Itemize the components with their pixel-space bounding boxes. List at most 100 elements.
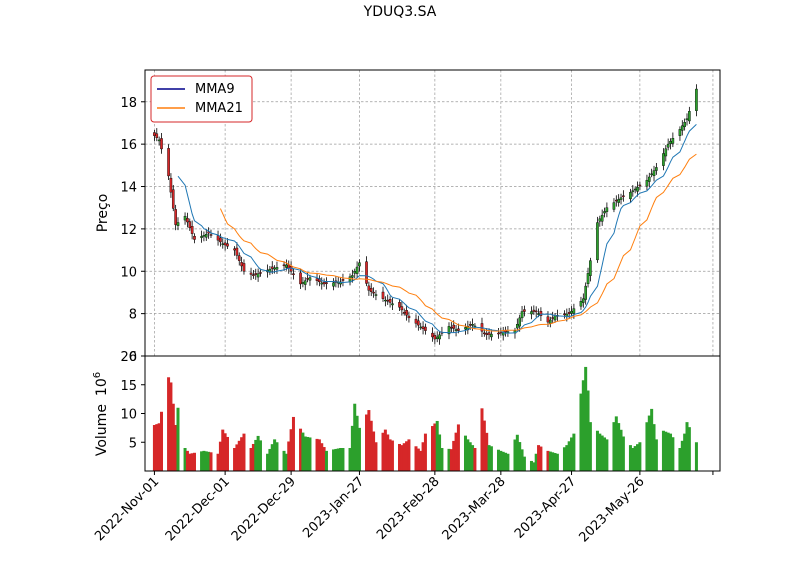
candle-body (662, 153, 665, 166)
volume-bar (266, 453, 270, 471)
volume-bar (273, 439, 277, 471)
candle-body (497, 332, 500, 335)
candle-body (438, 334, 441, 340)
candle-body (570, 310, 573, 314)
candle-body (457, 328, 460, 331)
date-tick-label: 2023-Feb-28 (374, 474, 443, 543)
volume-bar (537, 445, 541, 471)
volume-bar (647, 415, 651, 471)
volume-scale-exponent: 6 (92, 372, 103, 378)
candle-body (622, 195, 625, 197)
candle-body (516, 324, 519, 329)
volume-bar (680, 440, 684, 471)
volume-bar (522, 456, 526, 471)
volume-bar (482, 420, 486, 471)
price-tick-label: 18 (120, 96, 137, 111)
candle-body (320, 282, 324, 285)
date-tick-label: 2022-Dec-01 (163, 474, 233, 544)
candle-body (386, 299, 390, 302)
volume-bar (398, 443, 402, 471)
volume-bar (529, 460, 533, 471)
volume-bar (200, 451, 204, 471)
candle-body (579, 301, 583, 307)
legend: MMA9 MMA21 (150, 75, 253, 123)
candle-body (678, 129, 682, 136)
candle-body (600, 214, 604, 222)
candle-body (155, 133, 159, 138)
volume-bar (289, 429, 293, 471)
candle-body (183, 215, 187, 221)
volume-bar (678, 448, 682, 471)
candle-body (447, 326, 451, 335)
candle-body (167, 148, 170, 177)
candle-body (219, 237, 222, 243)
candle-body (553, 315, 557, 321)
candle-body (532, 309, 536, 312)
volume-bar (652, 424, 656, 471)
mma9-line (177, 124, 697, 334)
volume-bar (440, 448, 444, 471)
volume-bar (334, 448, 338, 471)
volume-bar (671, 437, 675, 471)
volume-bar (669, 433, 673, 471)
volume-bar (374, 442, 378, 471)
volume-bar (251, 443, 255, 471)
volume-bar (322, 447, 326, 471)
volume-bar (685, 422, 689, 471)
volume-bar (612, 422, 616, 471)
volume-bar (661, 430, 665, 471)
volume-bar (489, 446, 493, 471)
candle-body (464, 327, 467, 330)
candle-body (487, 332, 491, 335)
candle-body (235, 247, 239, 256)
candle-body (530, 311, 533, 315)
volume-bar (348, 448, 352, 471)
volume-bar (565, 445, 569, 471)
candle-body (629, 191, 632, 200)
candle-body (633, 188, 637, 191)
candle-body (598, 218, 602, 222)
volume-bar (605, 439, 609, 471)
candle-body (650, 173, 653, 176)
volume-bar (603, 437, 607, 471)
volume-bar (628, 445, 632, 471)
volume-bar (218, 441, 222, 471)
volume-bar (324, 450, 328, 471)
candle-body (539, 311, 543, 316)
volume-bar (532, 462, 536, 471)
candle-body (414, 318, 418, 324)
volume-bar (421, 442, 425, 471)
candle-body (372, 291, 375, 294)
candle-body (292, 273, 295, 275)
volume-bar (183, 448, 187, 471)
volume-bar (645, 422, 649, 471)
volume-bar (249, 448, 253, 471)
candle-body (695, 88, 698, 111)
candle-body (683, 122, 686, 127)
volume-bar (588, 422, 592, 471)
volume-bar (336, 448, 340, 471)
volume-bar (638, 442, 642, 471)
volume-bar (308, 437, 312, 471)
candle-body (506, 331, 510, 333)
volume-bar (369, 420, 373, 471)
candle-body (645, 179, 649, 187)
volume-bar (367, 410, 371, 471)
volume-bars (152, 366, 698, 471)
volume-bar (416, 448, 420, 471)
volume-bar (400, 445, 404, 471)
volume-bar (287, 441, 291, 471)
volume-bar (463, 435, 467, 471)
volume-bar (372, 431, 376, 471)
volume-bar (555, 453, 559, 471)
volume-bar (268, 448, 272, 471)
candle-body (417, 320, 420, 326)
volume-bar (456, 424, 460, 471)
volume-bar (584, 366, 588, 471)
candle-body (355, 266, 359, 274)
candle-body (669, 140, 672, 144)
candle-body (190, 226, 194, 234)
volume-bar (275, 442, 279, 471)
volume-bar (506, 453, 510, 471)
volume-bar (473, 448, 477, 471)
